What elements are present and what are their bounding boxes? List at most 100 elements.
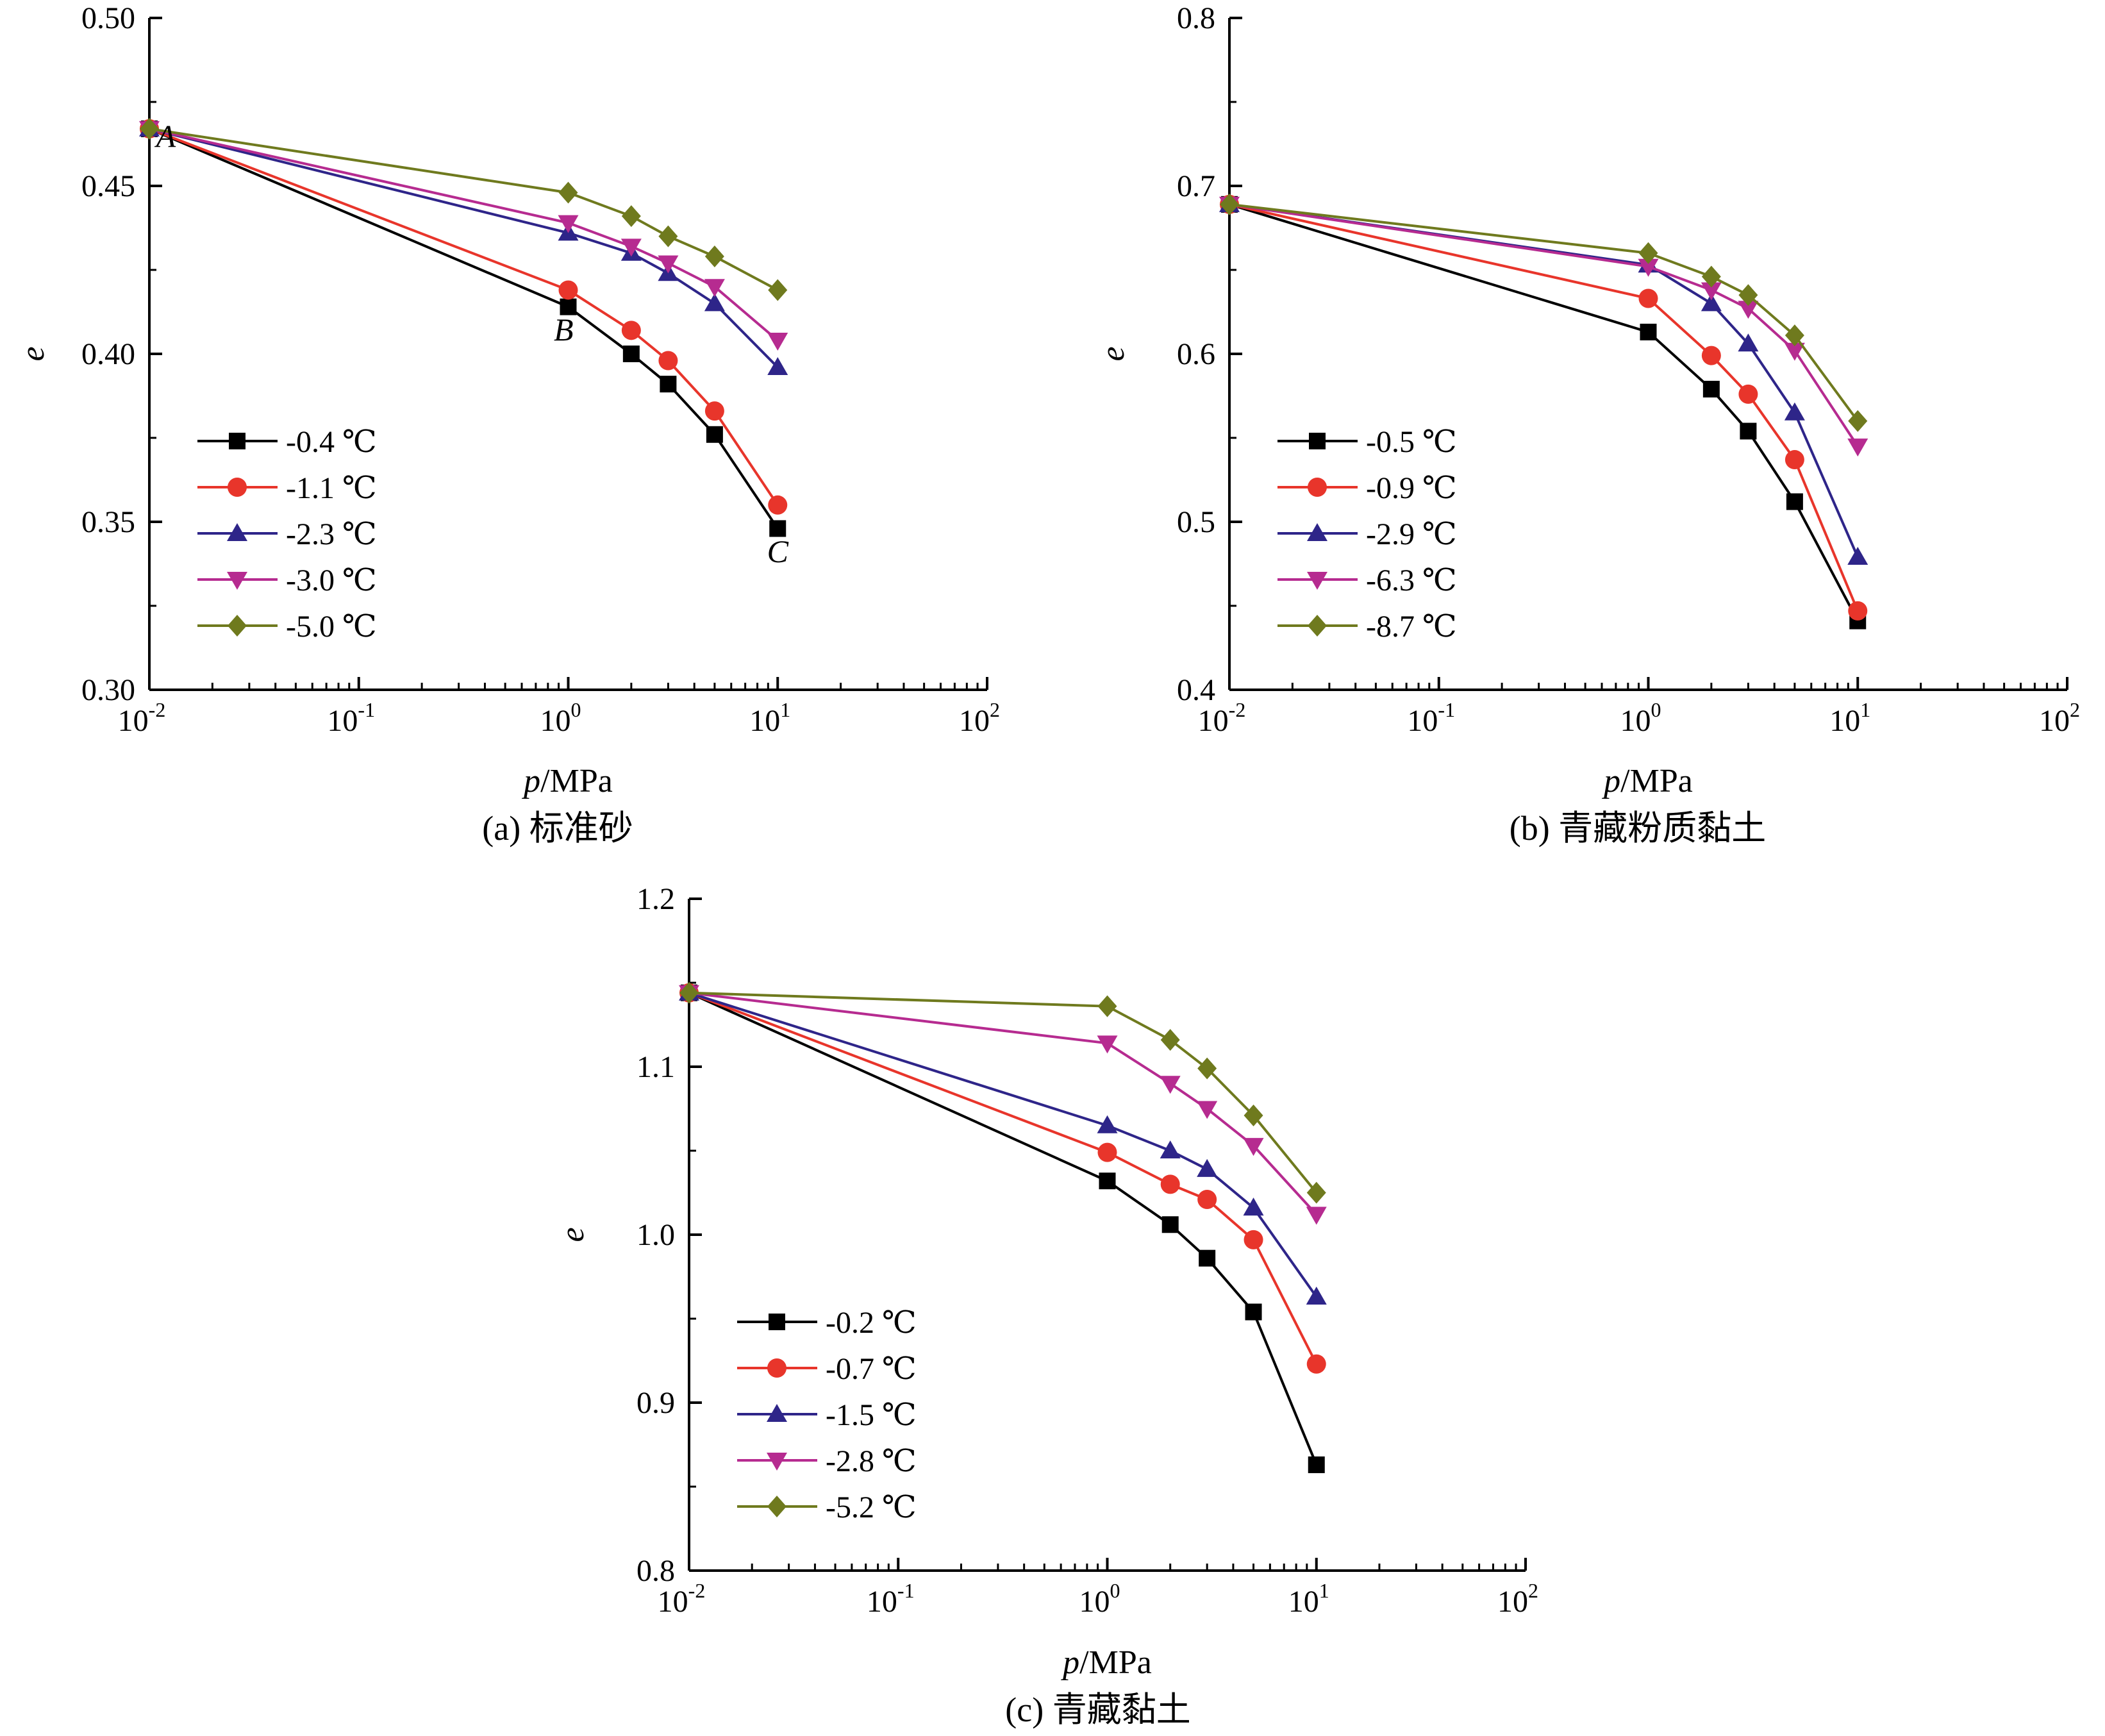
x-tick-label: 100 xyxy=(540,698,581,738)
series-line xyxy=(149,127,779,292)
legend-label: -6.3 ℃ xyxy=(1366,563,1457,597)
x-tick-exponent: -1 xyxy=(897,1579,915,1602)
data-point xyxy=(1161,1216,1179,1233)
x-tick-base: 10 xyxy=(749,704,780,738)
x-tick-label: 10-2 xyxy=(658,1579,706,1619)
legend-label: -2.8 ℃ xyxy=(826,1444,917,1478)
data-point xyxy=(558,181,578,204)
x-tick-exponent: 1 xyxy=(1860,698,1870,721)
x-tick-base: 10 xyxy=(118,704,149,738)
legend-label: -8.7 ℃ xyxy=(1366,610,1457,644)
series-4 xyxy=(1219,196,1868,457)
data-point xyxy=(1244,1230,1263,1249)
data-point xyxy=(1097,1142,1117,1162)
data-point xyxy=(1306,1286,1327,1305)
data-point xyxy=(1197,1158,1218,1177)
series-line xyxy=(1229,203,1859,422)
data-point xyxy=(658,225,678,247)
data-point xyxy=(560,298,577,315)
y-tick-label: 1.2 xyxy=(636,882,675,916)
legend-label: -2.9 ℃ xyxy=(1366,517,1457,551)
legend-marker xyxy=(767,1496,786,1517)
x-tick-base: 10 xyxy=(1620,704,1651,738)
x-tick-base: 10 xyxy=(1497,1585,1528,1619)
legend-marker xyxy=(767,1358,786,1378)
data-point xyxy=(1160,1174,1180,1194)
x-axis-title-var: p xyxy=(521,763,540,799)
x-axis-title-unit: /MPa xyxy=(1620,763,1693,799)
data-point xyxy=(1638,258,1659,277)
legend-label: -0.5 ℃ xyxy=(1366,425,1457,459)
data-point xyxy=(1701,282,1722,301)
annotation-label: C xyxy=(767,533,789,569)
x-tick-label: 10-2 xyxy=(1198,698,1246,738)
legend-label: -0.9 ℃ xyxy=(1366,471,1457,505)
data-point xyxy=(1308,1456,1325,1473)
x-axis-title-unit: /MPa xyxy=(540,763,613,799)
y-axis-title: e xyxy=(554,1227,591,1242)
data-point xyxy=(1306,1206,1327,1225)
data-point xyxy=(1702,381,1720,398)
data-point xyxy=(558,280,578,300)
series-line xyxy=(149,128,779,530)
y-tick-label: 0.30 xyxy=(81,673,135,707)
y-tick-label: 0.40 xyxy=(81,337,135,371)
x-tick-base: 10 xyxy=(1288,1585,1319,1619)
x-axis-title-unit: /MPa xyxy=(1079,1644,1152,1681)
data-point xyxy=(658,351,678,371)
x-tick-exponent: -1 xyxy=(1438,698,1455,721)
series-4 xyxy=(139,121,788,351)
x-tick-exponent: -2 xyxy=(149,698,166,721)
data-point xyxy=(1306,1354,1326,1374)
legend-marker xyxy=(228,615,247,637)
data-point xyxy=(768,279,788,301)
x-tick-label: 101 xyxy=(749,698,790,738)
data-point xyxy=(1245,1303,1262,1321)
legend-marker xyxy=(1307,572,1327,590)
y-tick-label: 0.8 xyxy=(636,1554,675,1588)
series-line xyxy=(688,991,1318,1465)
x-tick-exponent: 0 xyxy=(571,698,581,721)
x-tick-base: 10 xyxy=(867,1585,897,1619)
legend: -0.2 ℃ -0.7 ℃ -1.5 ℃ -2.8 ℃ -5.2 ℃ xyxy=(737,1306,917,1524)
y-axis-title: e xyxy=(1095,346,1131,361)
x-tick-base: 10 xyxy=(1198,704,1229,738)
data-point xyxy=(704,293,725,312)
series-1 xyxy=(681,984,1325,1473)
x-axis-title: p/MPa xyxy=(1060,1644,1152,1681)
data-point xyxy=(1786,493,1803,510)
legend-label: -0.2 ℃ xyxy=(826,1306,917,1340)
series-line xyxy=(1229,203,1859,447)
legend-marker xyxy=(1308,478,1327,497)
x-tick-label: 102 xyxy=(959,698,1000,738)
data-point xyxy=(1160,1029,1180,1051)
x-tick-base: 10 xyxy=(540,704,571,738)
y-tick-label: 0.4 xyxy=(1177,673,1215,707)
data-point xyxy=(1097,995,1117,1017)
data-point xyxy=(767,333,788,351)
data-point xyxy=(658,255,679,274)
series-line xyxy=(149,127,779,342)
series-5 xyxy=(1220,193,1868,432)
series-line xyxy=(1229,203,1860,558)
data-point xyxy=(140,117,159,140)
data-point xyxy=(621,321,641,340)
data-point xyxy=(1199,1249,1216,1267)
x-tick-exponent: -2 xyxy=(688,1579,706,1602)
series-line xyxy=(1229,203,1860,622)
data-point xyxy=(1197,1189,1217,1209)
data-point xyxy=(1160,1140,1181,1158)
data-point xyxy=(660,376,677,393)
x-tick-exponent: 0 xyxy=(1651,698,1661,721)
x-tick-base: 10 xyxy=(658,1585,688,1619)
y-tick-label: 0.9 xyxy=(636,1386,675,1420)
data-point xyxy=(704,401,724,421)
x-tick-exponent: 2 xyxy=(990,698,1000,721)
data-point xyxy=(1740,422,1757,440)
legend-marker xyxy=(1309,433,1326,449)
series-line xyxy=(1229,203,1860,612)
data-point xyxy=(1701,265,1721,288)
y-tick-label: 0.7 xyxy=(1177,169,1215,203)
data-point xyxy=(1784,342,1805,361)
